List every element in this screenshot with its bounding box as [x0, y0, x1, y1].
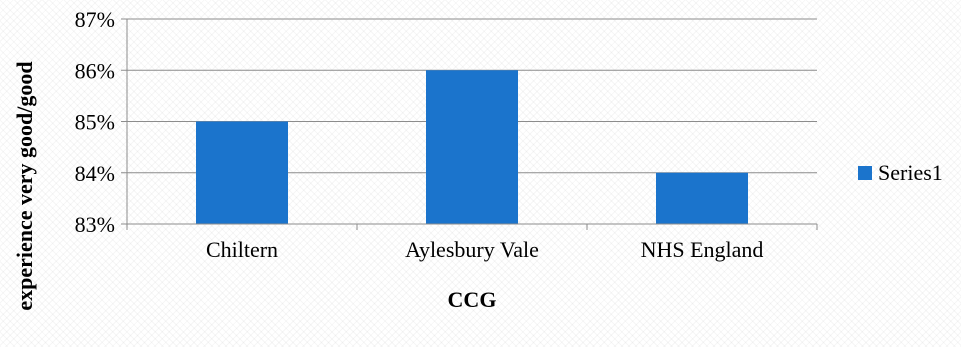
bar-aylesbury-vale — [426, 70, 518, 224]
axes — [121, 18, 818, 230]
x-tick-label: Aylesbury Vale — [405, 237, 539, 262]
tick-labels: 83% 84% 85% 86% 87% Chiltern Aylesbury Vale NHS… — [75, 7, 764, 262]
y-tick-label: 87% — [75, 7, 115, 32]
legend-label: Series1 — [878, 160, 943, 185]
y-tick-label: 86% — [75, 58, 115, 83]
x-axis-title: CCG — [448, 287, 497, 312]
y-tick-label: 83% — [75, 212, 115, 237]
x-tick-label: Chiltern — [206, 237, 278, 262]
x-tick-label: NHS England — [641, 237, 764, 262]
y-axis-title: experience very good/good — [12, 61, 37, 310]
y-tick-label: 85% — [75, 110, 115, 135]
bars — [196, 70, 748, 224]
bar-chiltern — [196, 121, 288, 224]
y-tick-label: 84% — [75, 161, 115, 186]
bar-nhs-england — [656, 172, 748, 224]
legend-swatch — [858, 166, 872, 180]
legend: Series1 — [858, 160, 943, 185]
